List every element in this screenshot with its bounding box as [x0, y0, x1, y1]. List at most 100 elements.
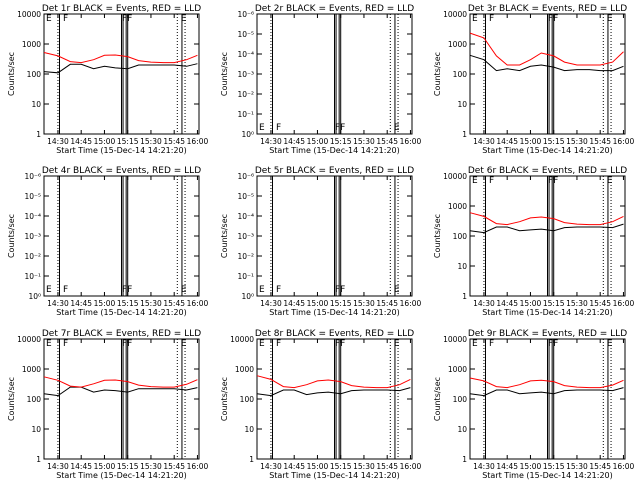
flag-marker: E — [46, 14, 52, 24]
y-axis-label: Counts/sec — [7, 52, 16, 96]
x-tick-label: 14:45 — [70, 462, 92, 471]
x-axis-label: Start Time (15-Dec-14 14:21:20) — [56, 146, 187, 155]
panel-title: Det 9r BLACK = Events, RED = LLD — [468, 329, 627, 339]
y-tick-label: 10⁰ — [241, 292, 254, 301]
panel-title: Det 1r BLACK = Events, RED = LLD — [42, 4, 201, 14]
x-tick-label: 16:00 — [187, 299, 209, 308]
events-series-line — [469, 54, 624, 72]
flag-marker: E — [46, 339, 52, 349]
x-tick-label: 16:00 — [400, 299, 422, 308]
x-tick-label: 15:15 — [117, 137, 139, 146]
x-axis-label: Start Time (15-Dec-14 14:21:20) — [482, 308, 613, 317]
x-tick-label: 15:45 — [163, 137, 185, 146]
y-tick-label: 10⁻² — [237, 252, 254, 261]
y-tick-label: 10 — [457, 425, 467, 434]
x-tick-label: 15:15 — [543, 137, 565, 146]
flag-marker: E — [394, 339, 400, 349]
flag-marker: FF — [122, 339, 132, 349]
flag-marker: FF — [548, 339, 558, 349]
x-axis-label: Start Time (15-Dec-14 14:21:20) — [269, 471, 400, 480]
flag-marker: E — [394, 285, 400, 295]
y-tick-label: 10⁰ — [28, 292, 41, 301]
y-tick-label: 10⁻³ — [237, 70, 254, 79]
x-tick-label: 16:00 — [187, 462, 209, 471]
lld-series-line — [469, 212, 624, 226]
y-tick-label: 10⁻³ — [237, 232, 254, 241]
y-tick-label: 1000 — [448, 40, 467, 49]
events-series-line — [256, 387, 411, 397]
x-tick-label: 14:30 — [47, 462, 69, 471]
y-tick-label: 10 — [31, 100, 41, 109]
flag-marker: F — [489, 339, 494, 349]
y-tick-label: 10⁻¹ — [24, 272, 41, 281]
x-tick-label: 15:45 — [163, 462, 185, 471]
x-tick-label: 15:15 — [117, 299, 139, 308]
y-tick-label: 10⁻¹ — [237, 110, 254, 119]
y-tick-label: 10⁻⁵ — [24, 192, 41, 201]
x-tick-label: 15:30 — [353, 299, 375, 308]
y-tick-label: 10⁻⁶ — [237, 10, 254, 19]
x-axis-label: Start Time (15-Dec-14 14:21:20) — [56, 308, 187, 317]
detector-panel: Det 7r BLACK = Events, RED = LLD 1 10 100 10… — [7, 329, 208, 480]
detector-panel: Det 6r BLACK = Events, RED = LLD 1 10 100 10… — [433, 166, 634, 317]
y-axis-label: Counts/sec — [433, 214, 442, 258]
x-tick-label: 15:00 — [94, 299, 116, 308]
y-tick-label: 10⁻⁶ — [24, 172, 41, 181]
y-tick-label: 10000 — [443, 172, 467, 181]
flag-marker: F — [276, 285, 281, 295]
y-axis-label: Counts/sec — [220, 377, 229, 421]
x-tick-label: 16:00 — [400, 137, 422, 146]
x-tick-label: 15:00 — [307, 299, 329, 308]
events-series-line — [469, 223, 624, 234]
y-tick-label: 10000 — [17, 10, 41, 19]
x-tick-label: 15:00 — [520, 137, 542, 146]
y-tick-label: 10000 — [443, 10, 467, 19]
x-axis-label: Start Time (15-Dec-14 14:21:20) — [56, 471, 187, 480]
x-tick-label: 14:30 — [260, 137, 282, 146]
x-tick-label: 14:30 — [47, 299, 69, 308]
y-tick-label: 10 — [244, 425, 254, 434]
x-tick-label: 14:45 — [70, 137, 92, 146]
x-tick-label: 14:45 — [70, 299, 92, 308]
flag-marker: FF — [122, 285, 132, 295]
panel-title: Det 5r BLACK = Events, RED = LLD — [255, 166, 414, 176]
y-tick-label: 1000 — [22, 40, 41, 49]
x-tick-label: 16:00 — [613, 299, 635, 308]
x-tick-label: 15:00 — [94, 137, 116, 146]
x-axis-label: Start Time (15-Dec-14 14:21:20) — [482, 471, 613, 480]
flag-marker: E — [607, 176, 613, 186]
flag-marker: F — [276, 339, 281, 349]
x-tick-label: 15:45 — [376, 299, 398, 308]
flag-marker: E — [181, 285, 187, 295]
y-tick-label: 10⁻⁴ — [24, 212, 41, 221]
y-tick-label: 1 — [249, 455, 254, 464]
x-tick-label: 15:45 — [589, 462, 611, 471]
x-tick-label: 15:00 — [94, 462, 116, 471]
y-tick-label: 1 — [36, 130, 41, 139]
x-tick-label: 14:30 — [260, 299, 282, 308]
y-tick-label: 1000 — [235, 365, 254, 374]
y-axis-label: Counts/sec — [7, 214, 16, 258]
x-tick-label: 14:30 — [473, 299, 495, 308]
detector-panel: Det 8r BLACK = Events, RED = LLD 1 10 100 10… — [220, 329, 421, 480]
y-tick-label: 10000 — [17, 335, 41, 344]
events-series-line — [43, 63, 198, 74]
y-axis-label: Counts/sec — [220, 214, 229, 258]
flag-marker: E — [46, 285, 52, 295]
flag-marker: E — [472, 176, 478, 186]
x-tick-label: 16:00 — [400, 462, 422, 471]
lld-series-line — [469, 377, 624, 389]
panel-title: Det 4r BLACK = Events, RED = LLD — [42, 166, 201, 176]
x-tick-label: 15:45 — [163, 299, 185, 308]
flag-marker: E — [259, 285, 265, 295]
x-tick-label: 14:30 — [47, 137, 69, 146]
y-tick-label: 1 — [36, 455, 41, 464]
y-tick-label: 10 — [457, 262, 467, 271]
flag-marker: E — [607, 339, 613, 349]
x-tick-label: 15:30 — [566, 137, 588, 146]
y-tick-label: 10000 — [230, 335, 254, 344]
flag-marker: FF — [122, 14, 132, 24]
y-tick-label: 1 — [462, 455, 467, 464]
y-tick-label: 1 — [462, 130, 467, 139]
